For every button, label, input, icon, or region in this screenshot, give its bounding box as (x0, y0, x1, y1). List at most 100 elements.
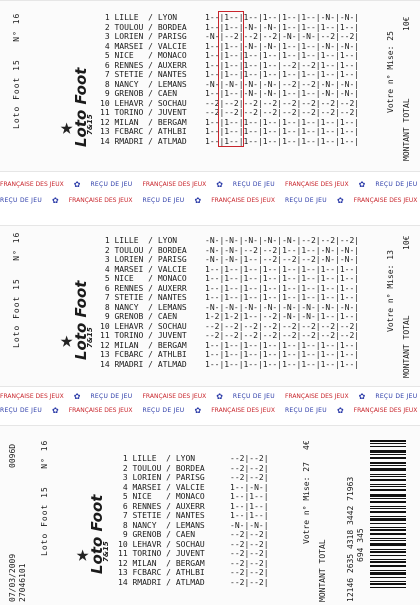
away-team: ATLMAD (157, 359, 187, 369)
grid-row: 1--|1--|-N-|-N-|1--|1--|-N-|-N-| (205, 41, 360, 51)
match-number: 8 (100, 302, 115, 312)
away-team: VALCIE (175, 482, 205, 492)
match-number: 4 (100, 41, 115, 51)
home-team: RMADRI / (114, 136, 158, 146)
band-receipt-text: REÇU DE JEU (375, 180, 418, 188)
home-team: LILLE / (114, 236, 158, 245)
grid-row: --2|--2|--2|--2|--2|--2|--2|--2| (205, 98, 360, 108)
flower-icon: ✿ (194, 195, 202, 205)
away-team: ATHLBI (175, 568, 205, 577)
band-fdj-text: FRANÇAISE DES JEUX (68, 406, 133, 414)
match-number: 8 (100, 79, 115, 89)
home-team: TORINO / (114, 108, 158, 117)
away-team: BERGAM (157, 117, 187, 127)
grid-row: --2|--2| (230, 530, 269, 539)
match-row: 12 MILAN / BERGAM (100, 118, 187, 128)
flower-icon: ✿ (358, 179, 366, 189)
grid-row: 1--|1--| (230, 501, 269, 511)
ticket-price: 10€ (402, 235, 411, 250)
home-team: MARSEI / (114, 41, 158, 51)
away-team: MONACO (157, 51, 187, 60)
match-row: 10 LEHAVR / SOCHAU (100, 99, 187, 109)
loto-foot-logo: ★ Loto Foot 7&15 (60, 280, 94, 360)
away-team: CAEN (157, 312, 178, 321)
stake-line: Votre n° Mise: 25 (386, 31, 395, 113)
grid-row: --2|--2| (230, 568, 269, 577)
match-row: 4 MARSEI / VALCIE (118, 483, 205, 493)
match-row: 12 MILAN / BERGAM (118, 559, 205, 569)
band-fdj-text: FRANÇAISE DES JEUX (284, 392, 349, 400)
grid-row: 1-2|1-2|1--|--2|-N-|-N-|1--|1--| (205, 312, 360, 321)
away-team: VALCIE (157, 41, 187, 51)
grid-row: --2|--2| (230, 558, 269, 568)
match-row: 5 NICE / MONACO (118, 492, 205, 502)
match-number: 5 (100, 274, 115, 283)
away-team: NANTES (175, 511, 205, 520)
grid-row: 1--|1--|1--|1--|1--|1--|1--|1--| (205, 340, 360, 350)
match-row: 2 TOULOU / BORDEA (100, 23, 187, 33)
grid-row: 1--|-N-| (230, 482, 269, 492)
away-team: SOCHAU (157, 98, 187, 108)
home-team: MARSEI / (114, 264, 158, 274)
band-receipt-text: REÇU DE JEU (90, 392, 133, 400)
match-number: 1 (118, 454, 133, 463)
game-label: Loto Foot 15 N° 16 (12, 231, 21, 348)
match-number: 14 (100, 359, 115, 369)
match-number: 8 (118, 520, 133, 530)
stake-line: Votre n° Mise: 27 (302, 462, 311, 544)
match-number: 5 (100, 51, 115, 60)
away-team: SOCHAU (157, 321, 187, 331)
away-team: SOCHAU (175, 539, 205, 549)
barcode (370, 440, 406, 591)
away-team: BERGAM (175, 558, 205, 568)
grid-row: 1--|1--|1--|1--|1--|1--|1--|1--| (205, 127, 360, 136)
home-team: RMADRI / (114, 359, 158, 369)
flower-icon: ✿ (216, 179, 223, 189)
away-team: NANTES (157, 70, 187, 79)
grid-row: -N-|-N-|--2|--2|1--|1--|-N-|-N-| (205, 245, 360, 255)
ticket-code-bottom: 27046101 (18, 563, 27, 602)
band-fdj-text: FRANÇAISE DES JEUX (211, 196, 275, 204)
match-number: 10 (100, 321, 115, 331)
match-number: 4 (118, 482, 133, 492)
match-number: 9 (100, 312, 115, 321)
match-list: 1 LILLE / LYON 2 TOULOU / BORDEA 3 LORIE… (100, 236, 187, 369)
ticket-price: 4€ (302, 440, 311, 450)
match-number: 12 (100, 117, 115, 127)
match-number: 1 (100, 236, 115, 245)
away-team: LEMANS (175, 520, 205, 530)
serial-line-2: 694 345 (356, 528, 365, 562)
match-row: 13 FCBARC / ATHLBI (100, 350, 187, 360)
receipt-band: REÇU DE JEU ✿ FRANÇAISE DES JEUX REÇU DE JE… (0, 193, 420, 207)
away-team: LYON (175, 454, 196, 463)
away-team: LYON (157, 13, 178, 22)
away-team: LYON (157, 236, 178, 245)
match-row: 12 MILAN / BERGAM (100, 341, 187, 351)
grid-row: 1--|1--|-N-|-N-|1--|1--|1--|1--| (205, 22, 360, 32)
home-team: RMADRI / (132, 577, 176, 587)
receipt-band: REÇU DE JEU ✿ FRANÇAISE DES JEUX REÇU DE JE… (0, 403, 420, 417)
bet-grid: --2|--2| --2|--2| --2|--2| 1--|-N-| 1--|1--|… (230, 454, 269, 587)
grid-row: --2|--2| (230, 463, 269, 473)
match-number: 11 (100, 108, 115, 117)
band-receipt-text: REÇU DE JEU (375, 392, 418, 400)
match-list: 1 LILLE / LYON 2 TOULOU / BORDEA 3 LORIE… (118, 454, 205, 587)
match-row: 8 NANCY / LEMANS (100, 80, 187, 90)
match-list: 1 LILLE / LYON 2 TOULOU / BORDEA 3 LORIE… (100, 13, 187, 146)
match-row: 9 GRENOB / CAEN (100, 312, 187, 322)
band-fdj-text: FRANÇAISE DES JEUX (353, 196, 418, 204)
band-receipt-text: REÇU DE JEU (284, 196, 327, 204)
match-row: 6 RENNES / AUXERR (100, 61, 187, 71)
match-number: 7 (118, 511, 133, 520)
home-team: TOULOU / (132, 463, 176, 473)
home-team: NICE / (114, 274, 158, 283)
grid-row: 1--|1--|1--|1--|1--|1--|-N-|-N-| (205, 13, 360, 22)
home-team: NANCY / (132, 520, 176, 530)
grid-row: 1--|1--|1--|1--|1--|1--|1--|1--| (205, 274, 360, 283)
bet-grid: 1--|1--|1--|1--|1--|1--|-N-|-N-| 1--|1--|… (205, 13, 359, 146)
away-team: CAEN (157, 89, 178, 98)
flower-icon: ✿ (73, 179, 81, 189)
total-label: MONTANT TOTAL (318, 539, 327, 602)
band-receipt-text: REÇU DE JEU (142, 406, 185, 414)
away-team: ATHLBI (157, 127, 187, 136)
